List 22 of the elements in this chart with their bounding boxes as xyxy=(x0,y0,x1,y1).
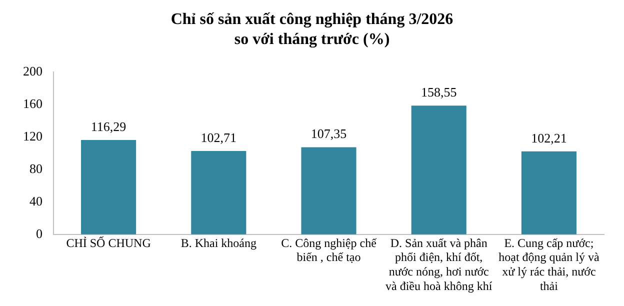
bar xyxy=(521,151,576,234)
x-tick-label: B. Khai khoáng xyxy=(180,236,256,250)
bar xyxy=(81,140,136,234)
bar xyxy=(191,151,246,234)
data-label: 116,29 xyxy=(90,118,126,134)
bar xyxy=(301,147,356,234)
x-tick-label: E. Cung cấp nước; hoạt động quản lý và xử lý rác thải, nước thải xyxy=(498,236,600,293)
data-label: 107,35 xyxy=(310,126,347,142)
data-label: 102,71 xyxy=(200,130,237,145)
y-tick-label: 0 xyxy=(36,226,42,241)
x-tick-label: CHỈ SỐ CHUNG xyxy=(66,236,152,250)
bar xyxy=(411,106,466,234)
y-tick-label: 120 xyxy=(23,128,42,144)
data-label: 102,21 xyxy=(531,130,567,146)
y-tick-label: 160 xyxy=(23,96,42,111)
data-label: 158,55 xyxy=(420,84,457,100)
x-tick-label: D. Sản xuất và phân phối điện, khí đốt, nước nóng, hơi nước và điều hoà không khí xyxy=(386,236,493,293)
x-tick-label: C. Công nghiệp chế biến , chế tạo xyxy=(281,236,378,264)
y-tick-label: 200 xyxy=(23,63,42,78)
y-tick-label: 40 xyxy=(30,193,42,208)
y-tick-label: 80 xyxy=(30,160,42,176)
chart-title: Chỉ số sản xuất công nghiệp tháng 3/2026 so với tháng trước (%) xyxy=(170,10,454,50)
